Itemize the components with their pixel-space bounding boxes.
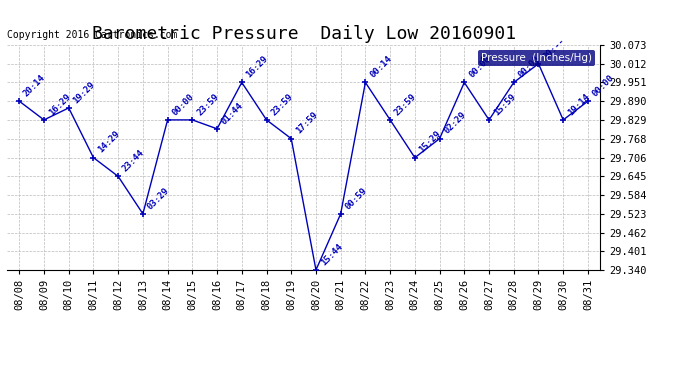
Text: 16:29: 16:29 bbox=[47, 92, 72, 117]
Text: 02:29: 02:29 bbox=[442, 111, 468, 136]
Text: 15:29: 15:29 bbox=[417, 129, 443, 155]
Text: 00:00: 00:00 bbox=[170, 92, 196, 117]
Text: 15:44: 15:44 bbox=[319, 242, 344, 267]
Text: 23:59: 23:59 bbox=[269, 92, 295, 117]
Text: 15:59: 15:59 bbox=[492, 92, 518, 117]
Text: 23:59: 23:59 bbox=[393, 92, 418, 117]
Text: Copyright 2016 Cartronics.com: Copyright 2016 Cartronics.com bbox=[7, 30, 177, 40]
Text: 00:59: 00:59 bbox=[344, 186, 369, 211]
Text: 19:14: 19:14 bbox=[566, 92, 591, 117]
Text: 00:00: 00:00 bbox=[517, 54, 542, 80]
Text: 14:29: 14:29 bbox=[96, 129, 121, 155]
Text: 03:29: 03:29 bbox=[146, 186, 171, 211]
Text: 00:00: 00:00 bbox=[591, 73, 616, 98]
Text: 00:14: 00:14 bbox=[368, 54, 393, 80]
Text: 17:59: 17:59 bbox=[294, 111, 319, 136]
Text: 16:29: 16:29 bbox=[244, 54, 270, 80]
Text: 20:--: 20:-- bbox=[541, 36, 566, 61]
Text: 20:14: 20:14 bbox=[22, 73, 48, 98]
Legend: Pressure  (Inches/Hg): Pressure (Inches/Hg) bbox=[478, 50, 595, 66]
Text: 19:29: 19:29 bbox=[72, 80, 97, 105]
Text: 01:44: 01:44 bbox=[220, 100, 245, 126]
Text: 23:44: 23:44 bbox=[121, 148, 146, 174]
Title: Barometric Pressure  Daily Low 20160901: Barometric Pressure Daily Low 20160901 bbox=[92, 26, 515, 44]
Text: 23:59: 23:59 bbox=[195, 92, 221, 117]
Text: 00:00: 00:00 bbox=[467, 54, 493, 80]
